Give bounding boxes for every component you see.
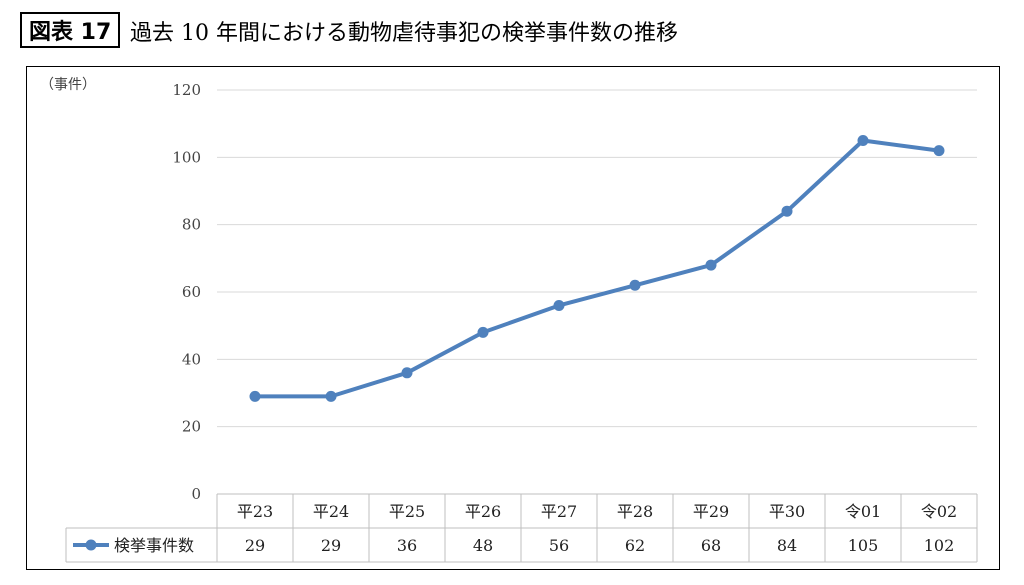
data-point: [325, 390, 337, 402]
figure-number: 図表 17: [20, 12, 121, 48]
table-value: 29: [321, 536, 341, 555]
chart-frame: [26, 66, 1000, 570]
table-value: 84: [777, 536, 797, 555]
table-value: 36: [397, 536, 417, 555]
chart-title: 過去 10 年間における動物虐待事犯の検挙事件数の推移: [130, 21, 678, 46]
table-value: 102: [924, 536, 955, 555]
x-tick-label: 平28: [617, 502, 653, 521]
table-value: 56: [549, 536, 569, 555]
y-tick-label: 100: [172, 148, 201, 166]
y-tick-label: 60: [182, 283, 201, 301]
x-tick-label: 平25: [389, 502, 425, 521]
x-tick-label: 平26: [465, 502, 501, 521]
data-point: [629, 279, 641, 291]
data-point: [553, 299, 565, 311]
y-tick-label: 80: [182, 216, 201, 234]
table-value: 62: [625, 536, 645, 555]
x-tick-label: 令02: [921, 502, 957, 521]
data-point: [857, 135, 869, 146]
data-point: [781, 205, 793, 217]
x-tick-label: 令01: [845, 502, 881, 521]
y-tick-label: 40: [182, 350, 201, 368]
table-value: 29: [245, 536, 265, 555]
y-axis-unit-label: （事件）: [40, 77, 96, 93]
y-tick-label: 20: [182, 418, 201, 436]
data-point: [477, 326, 489, 338]
legend-label: 検挙事件数: [114, 536, 194, 555]
data-point: [401, 367, 413, 379]
series-line: [253, 138, 941, 399]
x-tick-label: 平29: [693, 502, 729, 521]
y-tick-label: 0: [191, 485, 201, 503]
x-tick-label: 平30: [769, 502, 805, 521]
y-tick-label: 120: [172, 81, 201, 99]
x-tick-label: 平24: [313, 502, 349, 521]
data-point: [705, 259, 717, 271]
data-point: [249, 390, 261, 402]
table-value: 105: [848, 536, 879, 555]
table-value: 68: [701, 536, 721, 555]
data-point: [933, 145, 945, 157]
legend-key-marker: [85, 539, 97, 551]
x-tick-label: 平27: [541, 502, 577, 521]
x-tick-label: 平23: [237, 502, 273, 521]
table-value: 48: [473, 536, 493, 555]
